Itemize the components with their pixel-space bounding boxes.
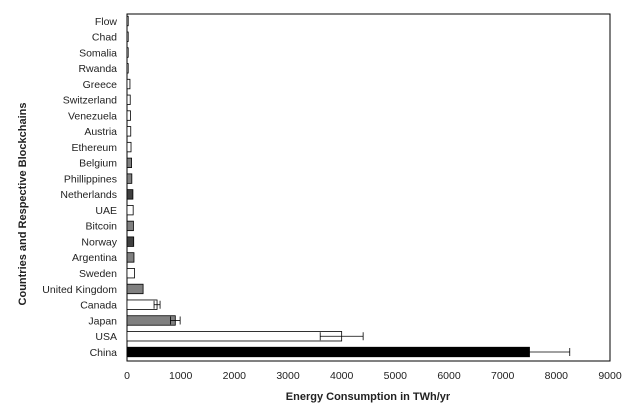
error-bar-japan	[170, 316, 181, 325]
x-tick-label: 0	[124, 370, 130, 382]
error-bars	[153, 300, 571, 356]
bar-argentina	[126, 252, 135, 263]
category-labels: China USA Japan Canada United Kingdom Sweden A…	[42, 16, 117, 359]
bar-ethereum	[126, 141, 132, 153]
x-tick-labels: 0 1000 2000 3000 4000 5000 6000 7000 8000 9000	[124, 370, 622, 382]
bar-canada	[126, 299, 158, 310]
x-axis-title: Energy Consumption in TWh/yr	[286, 391, 451, 403]
bar-united-kingdom	[126, 283, 144, 295]
x-tick-label: 1000	[169, 370, 193, 382]
category-label: Chad	[92, 32, 117, 44]
bar-belgium	[126, 157, 132, 169]
x-tick-label: 3000	[276, 370, 300, 382]
category-label: USA	[95, 331, 117, 343]
x-tick-label: 6000	[437, 370, 461, 382]
bar-somalia	[126, 47, 129, 58]
bar-norway	[126, 236, 135, 247]
category-label: United Kingdom	[42, 284, 117, 296]
category-label: Venezuela	[68, 110, 117, 122]
category-label: Bitcoin	[85, 221, 117, 233]
category-label: Phillippines	[64, 173, 117, 185]
category-label: UAE	[95, 205, 117, 217]
bar-uae	[126, 204, 134, 216]
category-label: China	[90, 347, 118, 359]
bar-china	[126, 346, 530, 358]
category-label: Switzerland	[63, 95, 117, 107]
bar-switzerland	[126, 94, 131, 105]
bar-sweden	[126, 268, 135, 279]
bar-venezuela	[126, 110, 131, 121]
bar-chad	[126, 31, 129, 42]
x-tick-label: 2000	[223, 370, 247, 382]
bar-rwanda	[126, 63, 129, 74]
x-tick-label: 7000	[491, 370, 515, 382]
category-label: Sweden	[79, 268, 117, 280]
bar-japan	[126, 315, 176, 326]
category-label: Somalia	[79, 47, 117, 59]
category-label: Greece	[83, 79, 118, 91]
error-bar-canada	[153, 300, 161, 309]
bar-usa	[126, 331, 343, 342]
category-label: Argentina	[72, 252, 117, 264]
category-label: Belgium	[79, 158, 117, 170]
x-tick-label: 5000	[384, 370, 408, 382]
bar-bitcoin	[126, 220, 134, 232]
x-tick-label: 4000	[330, 370, 354, 382]
category-label: Netherlands	[60, 189, 117, 201]
category-label: Canada	[80, 300, 117, 312]
x-tick-label: 8000	[545, 370, 569, 382]
category-label: Japan	[88, 315, 117, 327]
y-axis-title: Countries and Respective Blockchains	[17, 103, 29, 306]
category-label: Rwanda	[78, 63, 117, 75]
bar-flow	[126, 15, 129, 27]
bar-greece	[126, 78, 131, 90]
bar-phillippines	[126, 173, 133, 184]
x-tick-label: 9000	[598, 370, 622, 382]
error-bar-usa	[319, 332, 364, 341]
error-bar-china	[488, 348, 571, 356]
category-label: Flow	[95, 16, 118, 28]
category-label: Austria	[84, 126, 117, 138]
plot-area	[126, 13, 611, 362]
bar-austria	[126, 126, 132, 137]
bar-netherlands	[126, 189, 134, 200]
category-label: Ethereum	[71, 142, 117, 154]
bars	[126, 15, 530, 358]
category-label: Norway	[81, 236, 117, 248]
